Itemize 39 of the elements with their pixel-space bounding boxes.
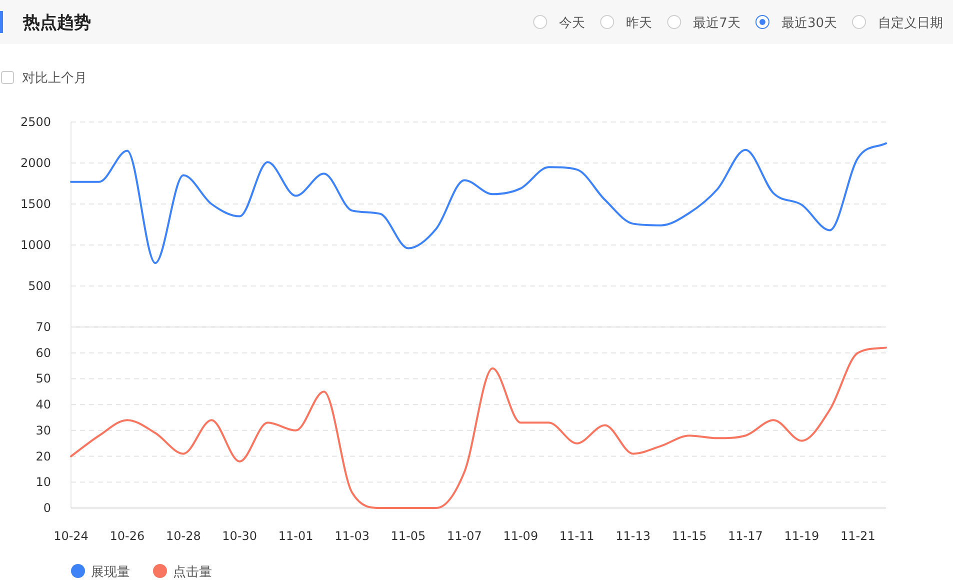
x-tick-label: 11-11 — [559, 529, 594, 543]
x-tick-label: 11-19 — [784, 529, 820, 543]
text: 今天 — [559, 16, 586, 31]
y-tick-label: 2500 — [20, 115, 51, 129]
text: 最近30天 — [781, 16, 837, 31]
x-tick-label: 11-07 — [447, 529, 482, 543]
x-tick-label: 11-17 — [728, 529, 763, 543]
x-tick-label: 11-21 — [840, 529, 876, 543]
x-tick-label: 11-09 — [503, 529, 538, 543]
y-tick-label: 30 — [36, 423, 51, 438]
x-tick-label: 11-15 — [672, 529, 707, 543]
x-tick-label: 11-01 — [278, 529, 314, 543]
text: 昨天 — [626, 16, 652, 31]
y-tick-label: 70 — [36, 320, 51, 334]
y-tick-label: 1000 — [20, 238, 51, 252]
y-tick-label: 20 — [36, 449, 51, 464]
y-tick-label: 2000 — [20, 156, 51, 170]
x-tick-label: 10-26 — [110, 529, 145, 543]
x-tick-label: 10-28 — [166, 529, 201, 543]
text: 最近7天 — [693, 16, 740, 31]
chart-title: 热点趋势 — [22, 13, 91, 33]
y-tick-label: 10 — [36, 475, 51, 490]
x-tick-label: 10-24 — [54, 529, 88, 543]
y-tick-label: 40 — [36, 398, 51, 412]
y-tick-label: 500 — [28, 279, 51, 293]
line-series — [70, 346, 887, 509]
x-tick-label: 10-30 — [222, 529, 258, 543]
y-tick-label: 0 — [43, 501, 51, 515]
line-series — [70, 142, 887, 264]
x-tick-label: 11-03 — [334, 529, 370, 543]
legend-label: 展现量 — [91, 565, 130, 580]
x-tick-label: 11-13 — [616, 529, 651, 543]
text: 自定义日期 — [878, 16, 943, 31]
x-tick-label: 11-05 — [390, 529, 426, 543]
text: 对比上个月 — [22, 71, 87, 86]
y-tick-label: 1500 — [20, 197, 51, 211]
y-tick-label: 60 — [36, 346, 51, 360]
y-tick-label: 50 — [36, 372, 51, 386]
legend-label: 点击量 — [173, 565, 212, 580]
